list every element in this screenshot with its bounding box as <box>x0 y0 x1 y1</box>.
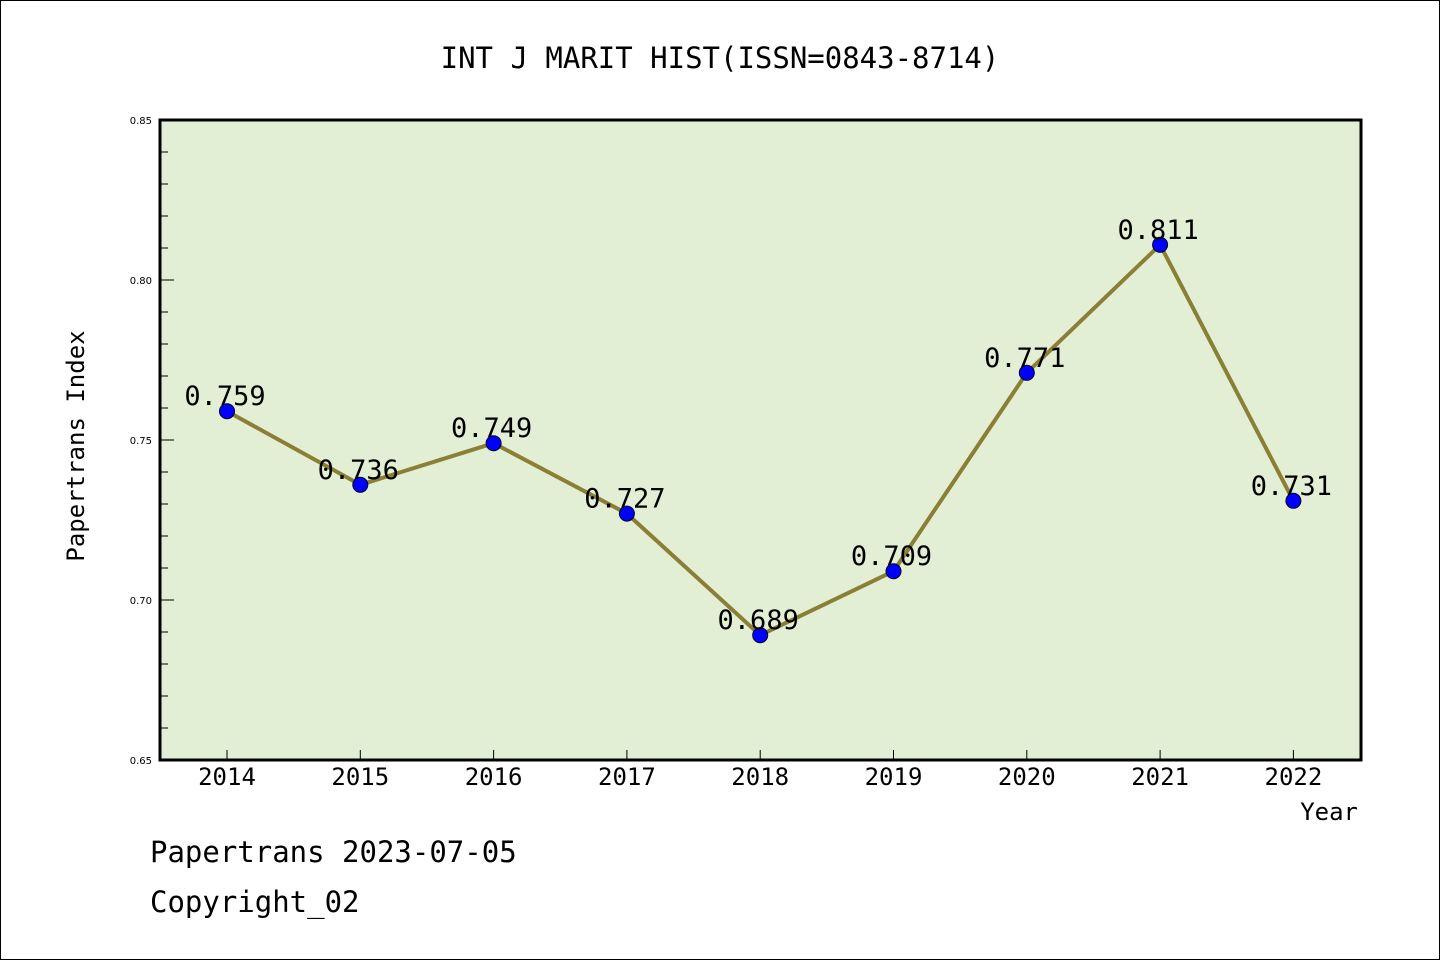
data-label: 0.771 <box>984 343 1065 374</box>
y-axis-label: Papertrans Index <box>62 330 90 561</box>
x-tick-label: 2016 <box>465 763 523 791</box>
x-tick-label: 2015 <box>331 763 389 791</box>
chart-title: INT J MARIT HIST(ISSN=0843-8714) <box>441 41 1000 75</box>
data-points <box>219 236 1302 644</box>
y-axis: 0.65 0.70 0.75 0.80 0.85 <box>130 116 174 767</box>
x-tick-label: 2018 <box>731 763 789 791</box>
y-tick-label: 0.85 <box>130 116 152 127</box>
x-tick-label: 2020 <box>998 763 1056 791</box>
data-label: 0.811 <box>1117 215 1198 246</box>
data-label: 0.689 <box>718 605 799 636</box>
data-label: 0.759 <box>184 381 265 412</box>
data-point <box>352 476 369 493</box>
data-labels: 0.759 0.736 0.749 0.727 0.689 0.709 0.771 0.811… <box>184 215 1332 636</box>
y-tick-label: 0.75 <box>130 436 152 447</box>
data-point <box>618 505 635 522</box>
x-tick-label: 2022 <box>1265 763 1323 791</box>
x-tick-label: 2014 <box>198 763 256 791</box>
x-tick-label: 2021 <box>1131 763 1189 791</box>
data-label: 0.731 <box>1251 471 1332 502</box>
data-point <box>219 403 235 420</box>
footer-copyright: Copyright_02 <box>150 885 360 919</box>
data-point <box>485 435 502 452</box>
data-point <box>1018 364 1035 381</box>
data-label: 0.736 <box>318 455 399 486</box>
y-tick-label: 0.70 <box>130 596 152 607</box>
data-label: 0.749 <box>451 413 532 444</box>
data-label: 0.709 <box>851 541 932 572</box>
x-tick-label: 2017 <box>598 763 656 791</box>
plot-area <box>158 118 1363 762</box>
x-axis: 2014 2015 2016 2017 2018 2019 2020 2021 2022 <box>198 750 1322 791</box>
data-point <box>885 563 902 580</box>
data-point <box>1285 492 1302 509</box>
x-tick-label: 2019 <box>865 763 923 791</box>
y-tick-label: 0.80 <box>130 276 152 287</box>
footer-date: Papertrans 2023-07-05 <box>150 835 517 869</box>
y-tick-label: 0.65 <box>130 756 152 767</box>
data-point <box>752 627 769 644</box>
data-label: 0.727 <box>584 484 665 515</box>
x-axis-label: Year <box>1300 798 1358 826</box>
data-point <box>1152 236 1169 253</box>
